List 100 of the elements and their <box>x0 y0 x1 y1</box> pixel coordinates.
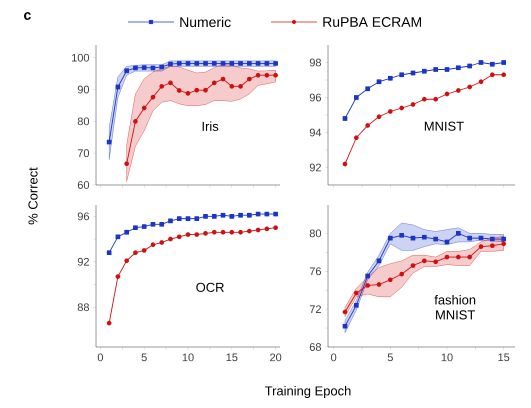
point <box>388 236 393 240</box>
point <box>467 254 472 260</box>
point <box>229 84 234 89</box>
point <box>264 226 270 232</box>
legend-label: RuPBA ECRAM <box>323 17 422 27</box>
y-tick-label: 100 <box>72 54 90 62</box>
point <box>176 88 182 93</box>
point <box>106 140 112 144</box>
point <box>168 236 173 242</box>
point <box>168 218 173 224</box>
point <box>422 96 427 102</box>
y-tick-label: 76 <box>310 267 322 276</box>
y-tick-label: 94 <box>310 128 322 136</box>
point <box>365 86 370 92</box>
point <box>467 84 472 90</box>
point <box>194 216 200 221</box>
y-tick-label: 80 <box>78 117 90 126</box>
point <box>422 258 427 264</box>
point <box>444 92 450 96</box>
point <box>133 66 138 70</box>
point <box>246 212 252 218</box>
point <box>124 161 130 166</box>
point <box>203 88 208 93</box>
point <box>410 263 416 268</box>
point <box>354 303 359 308</box>
y-tick-label: 92 <box>310 164 321 172</box>
x-tick-label: 0 <box>331 354 336 362</box>
point <box>203 61 208 66</box>
point <box>501 241 506 246</box>
point <box>142 106 147 110</box>
annotation: OCR <box>196 282 224 292</box>
x-tick-label: 5 <box>388 354 393 362</box>
y-tick-label: 98 <box>310 58 322 66</box>
point <box>212 61 217 66</box>
legend-label: Numeric <box>180 16 231 28</box>
point <box>133 119 138 124</box>
point <box>256 228 260 232</box>
point <box>106 250 112 256</box>
point <box>142 65 147 70</box>
point <box>150 222 156 227</box>
point <box>444 67 450 72</box>
point <box>203 231 208 236</box>
point <box>399 106 404 110</box>
point <box>116 84 120 90</box>
point <box>159 240 164 245</box>
point <box>354 290 359 296</box>
point <box>168 62 173 66</box>
y-tick-label: 92 <box>78 258 89 266</box>
point <box>246 76 252 82</box>
point <box>124 230 130 235</box>
point <box>501 236 506 242</box>
point <box>399 232 404 238</box>
point <box>342 324 348 329</box>
y-tick-label: 60 <box>78 181 90 189</box>
y-tick-label: 96 <box>310 94 322 102</box>
x-axis-title: Training Epoch <box>264 386 350 398</box>
point <box>264 72 270 78</box>
point <box>501 72 506 78</box>
point <box>176 216 182 221</box>
annotation: MNIST <box>424 122 464 131</box>
point <box>159 222 164 227</box>
point <box>501 60 506 65</box>
point <box>212 230 217 235</box>
point <box>456 88 461 93</box>
point <box>220 212 226 218</box>
point <box>256 61 260 66</box>
point <box>159 64 164 70</box>
point <box>186 216 190 221</box>
point <box>422 234 427 240</box>
point <box>433 67 438 72</box>
point <box>376 79 382 84</box>
point <box>365 123 370 128</box>
point <box>354 95 359 100</box>
chart-title: c <box>24 12 31 20</box>
point <box>194 61 200 66</box>
point <box>376 282 382 287</box>
x-tick-label: 20 <box>270 354 282 362</box>
point <box>124 68 130 74</box>
x-tick-label: 10 <box>182 354 194 362</box>
point <box>273 212 278 216</box>
point <box>433 236 438 242</box>
x-tick-label: 5 <box>142 354 147 362</box>
point <box>116 234 120 240</box>
point <box>229 230 234 235</box>
point <box>342 116 348 121</box>
point <box>186 61 190 66</box>
point <box>342 162 348 166</box>
point <box>388 277 393 282</box>
point <box>376 258 382 264</box>
point <box>478 60 484 65</box>
point <box>238 230 243 235</box>
y-axis-title: % Correct <box>28 167 38 224</box>
y-tick-label: 68 <box>310 343 322 351</box>
point <box>342 310 348 314</box>
point <box>399 272 404 276</box>
point <box>246 228 252 234</box>
point <box>212 214 217 219</box>
point <box>142 224 147 229</box>
point <box>238 212 243 218</box>
point <box>229 61 234 66</box>
